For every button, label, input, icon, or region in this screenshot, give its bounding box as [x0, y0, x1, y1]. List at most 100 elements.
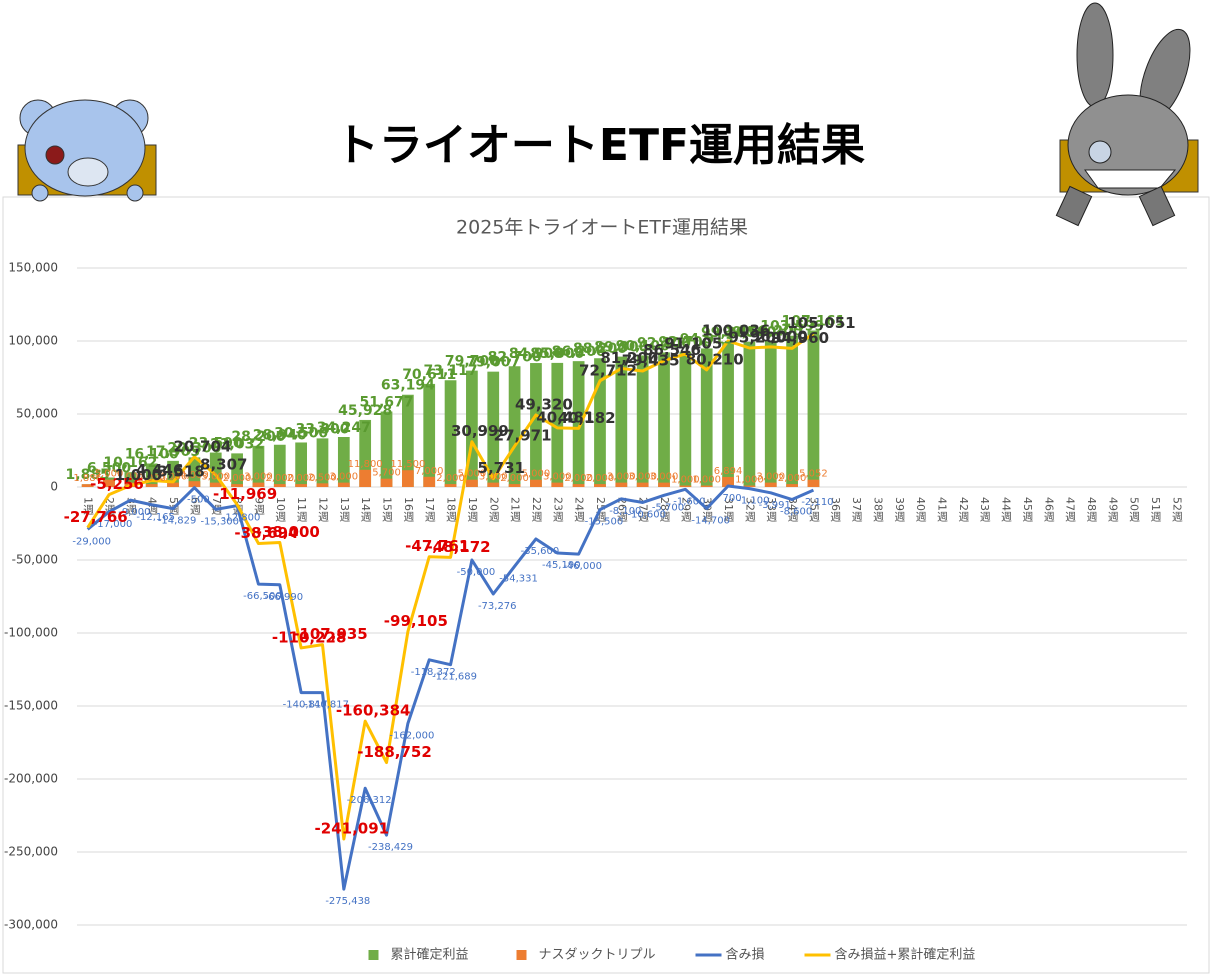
legend-label: 含み損益+累計確定利益 [835, 947, 976, 963]
bar [551, 482, 564, 487]
bar-label: 51,677 [360, 395, 414, 411]
line-label: 105,051 [787, 314, 855, 332]
bar-label: 5,000 [95, 469, 124, 480]
line-label: 94,960 [771, 329, 829, 347]
bar [786, 484, 798, 487]
x-tick-label: 52週 [1170, 497, 1183, 522]
bar [764, 482, 777, 487]
point-label: -3,991 [759, 500, 791, 511]
bar-label: 7,000 [415, 466, 444, 477]
bar [401, 394, 414, 487]
bar [316, 483, 329, 487]
point-label: -12,800 [222, 513, 261, 524]
x-tick-label: 21週 [509, 497, 522, 522]
bar-label: 6,500 [87, 461, 132, 477]
bar [209, 452, 222, 487]
line-label: -107,935 [293, 625, 368, 643]
bar-label: 63,194 [381, 378, 435, 394]
x-tick-label: 1週 [82, 497, 95, 515]
point-label: -66,500 [243, 591, 282, 602]
bar-label: 45,928 [338, 403, 392, 419]
line-label: 5,731 [478, 459, 525, 477]
page-title: トライオートETF運用結果 [335, 120, 865, 171]
bar [401, 470, 414, 487]
y-tick-label: 100,000 [8, 334, 58, 348]
bar-label: 3,000 [756, 472, 785, 483]
bar [295, 442, 308, 487]
x-tick-label: 17週 [423, 497, 436, 522]
bar-label: 99,500 [722, 325, 776, 341]
y-tick-label: -50,000 [12, 553, 58, 567]
point-label: -17,000 [94, 519, 133, 530]
bar-label: 5,700 [372, 468, 401, 479]
y-tick-label: 50,000 [16, 407, 58, 421]
x-tick-label: 18週 [445, 497, 458, 522]
bar-label: 85,000 [530, 346, 584, 362]
x-tick-label: 6週 [188, 497, 201, 515]
chart-frame [2, 196, 1210, 974]
x-tick-label: 42週 [957, 497, 970, 522]
bar-label: 23,032 [210, 436, 264, 452]
x-tick-label: 26週 [615, 497, 628, 522]
bar [508, 484, 521, 487]
bar-label: 82,700 [488, 349, 542, 365]
point-label: -8,100 [609, 506, 641, 517]
x-tick-label: 14週 [359, 497, 372, 522]
bar-label: 23,590 [189, 436, 243, 452]
x-tick-label: 39週 [893, 497, 906, 522]
point-label: -121,689 [432, 672, 477, 683]
bear-mascot [17, 99, 157, 202]
bar [572, 484, 585, 487]
line-label: -241,091 [315, 819, 390, 837]
point-label: -140,817 [304, 700, 349, 711]
bar [295, 484, 308, 487]
x-tick-label: 41週 [936, 497, 949, 522]
bar-label: 86,200 [552, 344, 606, 360]
x-tick-label: 5週 [167, 497, 180, 515]
point-label: -29,000 [72, 536, 111, 547]
bar [124, 472, 137, 487]
bar [530, 363, 542, 487]
line-label: 96,000 [750, 327, 808, 345]
bar-label: 70,611 [402, 367, 456, 383]
bar [337, 436, 350, 487]
bar-label: 1,886 [73, 473, 102, 484]
bar-label: 3,000 [650, 472, 679, 483]
bar-label: 2,000 [586, 473, 615, 484]
x-tick-label: 23週 [551, 497, 564, 522]
bar [188, 481, 201, 487]
point-label: -12,165 [136, 512, 175, 523]
y-tick-label: 150,000 [8, 261, 58, 275]
bar [167, 460, 179, 487]
bar [145, 484, 158, 487]
x-tick-label: 46週 [1042, 497, 1055, 522]
x-tick-label: 20週 [487, 497, 500, 522]
x-tick-label: 31週 [722, 497, 735, 522]
legend-swatch [368, 950, 379, 960]
point-label: -1,100 [737, 496, 769, 507]
bar [81, 484, 94, 487]
bar-label: 2,500 [308, 472, 337, 483]
bar [594, 358, 606, 487]
bar-label: 11,800 [348, 459, 383, 470]
bar [679, 351, 692, 487]
line-label: -27,766 [64, 508, 128, 526]
bar [167, 482, 179, 487]
bar-label: 94,913 [680, 331, 734, 347]
bar-label: 6,894 [714, 466, 743, 477]
point-label: -206,312 [347, 795, 392, 806]
bar-label: 2,000 [223, 473, 252, 484]
line-label: 79,435 [622, 352, 680, 370]
bar [444, 380, 457, 487]
bar-label: 1,000 [671, 475, 700, 486]
bar [636, 482, 649, 487]
line-label: 95,200 [728, 329, 786, 347]
bar-label: 89,300 [594, 340, 648, 356]
bar [466, 479, 478, 487]
bar [594, 484, 606, 487]
line-label: -99,105 [384, 612, 448, 630]
bar-label: 5,000 [458, 469, 487, 480]
bar-label: 103,599 [760, 319, 824, 335]
x-tick-label: 50週 [1128, 497, 1141, 522]
line-label: 49,320 [515, 395, 573, 413]
